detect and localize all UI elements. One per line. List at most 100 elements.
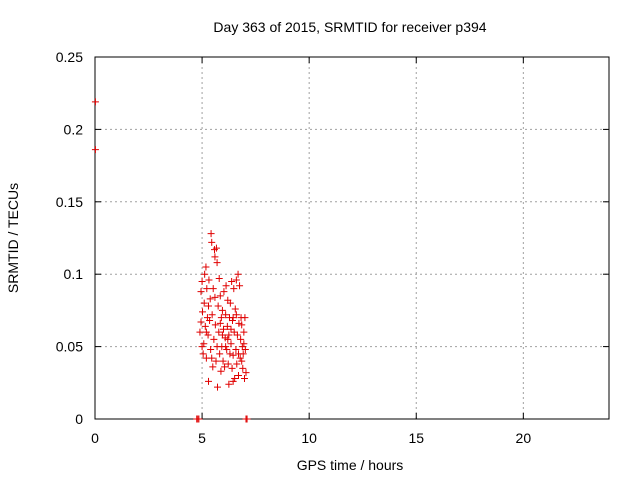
data-point — [200, 340, 208, 348]
data-point — [200, 299, 208, 307]
data-point — [234, 350, 242, 358]
data-point — [240, 340, 248, 348]
data-point — [221, 363, 229, 371]
plot-frame — [94, 56, 610, 420]
data-point — [198, 277, 206, 285]
data-point — [209, 285, 217, 293]
data-point — [215, 275, 223, 283]
data-point — [230, 328, 238, 336]
data-point — [229, 377, 237, 385]
data-point — [91, 146, 99, 154]
data-point — [195, 415, 203, 423]
data-point — [205, 302, 213, 310]
data-point — [232, 311, 240, 319]
data-point — [232, 276, 240, 284]
data-point — [216, 292, 224, 300]
data-point — [208, 311, 216, 319]
data-point — [217, 367, 225, 375]
data-point — [199, 308, 207, 316]
data-point — [225, 380, 233, 388]
data-point — [240, 374, 248, 382]
data-point — [243, 415, 251, 423]
data-point — [211, 253, 219, 261]
data-point — [227, 340, 235, 348]
data-point — [238, 343, 246, 351]
data-point — [218, 331, 226, 339]
data-point — [226, 350, 234, 358]
data-points — [91, 98, 251, 423]
data-point — [220, 288, 228, 296]
data-point — [228, 317, 236, 325]
data-point — [238, 357, 246, 365]
data-point — [214, 383, 222, 391]
x-tick-label: 15 — [408, 430, 424, 446]
data-point — [206, 317, 214, 325]
data-point — [228, 277, 236, 285]
data-point — [230, 285, 238, 293]
data-point — [206, 295, 214, 303]
x-axis-title: GPS time / hours — [297, 457, 404, 473]
data-point — [213, 343, 221, 351]
data-point — [233, 331, 241, 339]
data-point — [220, 325, 227, 333]
data-point — [197, 318, 205, 326]
y-tick-label: 0.2 — [64, 121, 84, 137]
data-point — [217, 314, 225, 322]
data-point — [222, 343, 230, 351]
data-point — [207, 230, 215, 238]
data-point — [205, 377, 213, 385]
data-point — [228, 364, 236, 372]
data-point — [212, 244, 220, 252]
data-point — [205, 276, 213, 284]
data-point — [204, 331, 212, 339]
data-point — [239, 364, 247, 372]
data-point — [234, 372, 242, 380]
data-point — [219, 357, 227, 365]
data-point — [216, 350, 224, 358]
data-point — [223, 322, 231, 330]
data-point — [238, 321, 246, 329]
data-point — [233, 360, 241, 368]
data-point — [237, 335, 245, 343]
data-point — [201, 322, 209, 330]
data-point — [211, 321, 219, 329]
data-point — [227, 325, 235, 333]
x-tick-label: 0 — [91, 430, 99, 446]
data-point — [197, 288, 205, 296]
x-tick-label: 5 — [198, 430, 206, 446]
x-tick-label: 20 — [516, 430, 532, 446]
y-tick-label: 0.15 — [56, 194, 83, 210]
data-point — [236, 282, 244, 290]
data-point — [202, 328, 210, 336]
data-point — [218, 306, 226, 314]
y-tick-label: 0.25 — [56, 49, 83, 65]
y-tick-label: 0 — [75, 411, 83, 427]
data-point — [207, 345, 215, 353]
data-point — [232, 345, 240, 353]
y-tick-label: 0.05 — [56, 339, 83, 355]
data-point — [211, 293, 219, 301]
data-point — [241, 345, 249, 353]
data-point — [224, 335, 232, 343]
data-point — [236, 354, 244, 362]
y-axis-title: SRMTID / TECUs — [5, 183, 21, 293]
data-point — [229, 351, 237, 359]
data-point — [223, 345, 231, 353]
data-point — [209, 363, 217, 371]
data-point — [198, 343, 206, 351]
data-point — [214, 302, 222, 310]
data-point — [225, 331, 233, 339]
data-point — [226, 299, 234, 307]
data-point — [208, 354, 216, 362]
axis-tick-labels: 0 5 10 15 20 0 0.05 0.1 0.15 0.2 0.25 — [56, 49, 532, 446]
data-point — [211, 246, 219, 254]
data-point — [216, 319, 224, 327]
data-point — [215, 328, 223, 336]
data-point — [212, 357, 220, 365]
data-point — [222, 311, 230, 319]
data-point — [231, 374, 239, 382]
data-point — [241, 314, 249, 322]
axis-ticks — [94, 56, 609, 420]
data-point — [222, 282, 230, 290]
